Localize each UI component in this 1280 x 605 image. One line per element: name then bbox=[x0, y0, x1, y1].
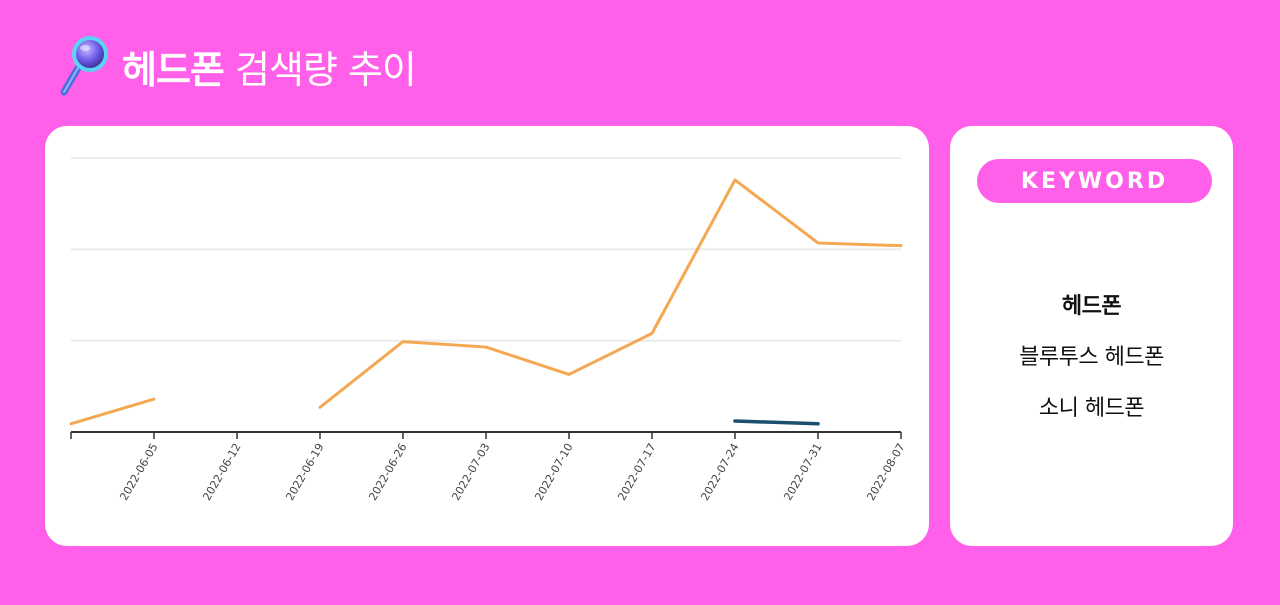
series-line-0 bbox=[318, 178, 903, 409]
x-tick-label: 2022-06-12 bbox=[200, 441, 243, 503]
x-tick-label: 2022-07-03 bbox=[449, 441, 492, 503]
x-tick-label: 2022-07-31 bbox=[781, 441, 824, 503]
x-tick-label: 2022-07-24 bbox=[698, 441, 741, 503]
magnifier-icon bbox=[60, 36, 108, 96]
keyword-label: KEYWORD bbox=[977, 159, 1212, 203]
x-tick-label: 2022-08-07 bbox=[864, 441, 907, 503]
keyword-item[interactable]: 헤드폰 bbox=[1061, 294, 1122, 319]
title-suffix: 검색량 추이 bbox=[234, 47, 417, 92]
keyword-item[interactable]: 소니 헤드폰 bbox=[1038, 396, 1145, 421]
chart-card: 2022-06-05 2022-06-12 2022-06-19 2022-06-26… bbox=[45, 126, 929, 546]
search-volume-chart: 2022-06-05 2022-06-12 2022-06-19 2022-06-26… bbox=[69, 157, 908, 503]
series-line-0 bbox=[69, 397, 156, 426]
x-tick-label: 2022-07-17 bbox=[615, 441, 658, 503]
page-header: 헤드폰 검색량 추이 bbox=[58, 34, 417, 98]
keyword-item[interactable]: 블루투스 헤드폰 bbox=[1019, 345, 1164, 370]
x-tick-label: 2022-06-26 bbox=[366, 441, 409, 503]
x-tick-label: 2022-07-10 bbox=[532, 441, 575, 503]
series-line-1 bbox=[733, 419, 820, 426]
page-title: 헤드폰 검색량 추이 bbox=[122, 39, 417, 94]
x-tick-label: 2022-06-19 bbox=[283, 441, 326, 503]
x-tick-label: 2022-06-05 bbox=[117, 441, 160, 503]
title-keyword: 헤드폰 bbox=[122, 47, 225, 92]
